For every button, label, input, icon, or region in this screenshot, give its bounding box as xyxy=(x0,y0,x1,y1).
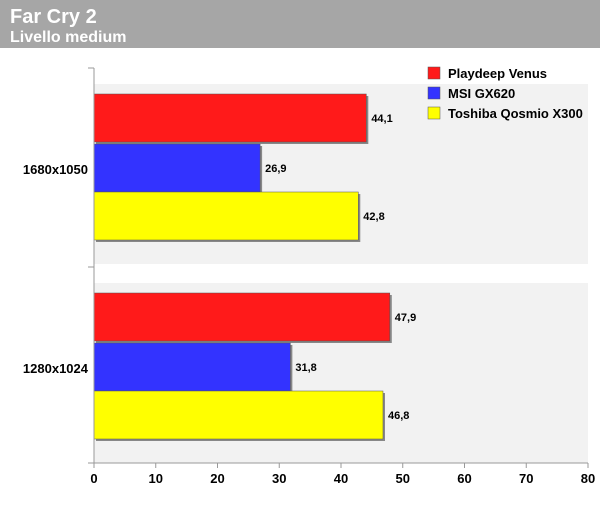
legend-label: Playdeep Venus xyxy=(448,66,547,81)
value-labels: 44,1 26,9 42,8 47,9 31,8 46,8 xyxy=(265,113,416,422)
bar xyxy=(93,342,291,392)
bar-series xyxy=(93,93,392,441)
bar xyxy=(93,93,367,143)
x-tick-label: 70 xyxy=(519,471,533,486)
legend-swatch xyxy=(427,106,441,120)
legend-label: Toshiba Qosmio X300 xyxy=(448,106,583,121)
data-label: 31,8 xyxy=(295,362,316,374)
x-tick-label: 0 xyxy=(90,471,97,486)
chart-axes: 1680x1050 1280x1024 0 10 20 30 40 50 60 70 80 xyxy=(23,67,595,486)
bar xyxy=(93,390,384,440)
data-label: 44,1 xyxy=(371,113,392,125)
data-label: 26,9 xyxy=(265,163,286,175)
bar xyxy=(93,191,359,241)
chart-legend: Playdeep Venus MSI GX620 Toshiba Qosmio X3… xyxy=(427,66,583,121)
category-label: 1680x1050 xyxy=(23,162,88,177)
data-label: 42,8 xyxy=(363,211,384,223)
x-tick-label: 40 xyxy=(334,471,348,486)
x-tick-label: 80 xyxy=(581,471,595,486)
x-tick-label: 60 xyxy=(457,471,471,486)
legend-label: MSI GX620 xyxy=(448,86,515,101)
x-tick-label: 10 xyxy=(149,471,163,486)
data-label: 46,8 xyxy=(388,410,409,422)
category-label: 1280x1024 xyxy=(23,361,89,376)
x-tick-label: 50 xyxy=(396,471,410,486)
chart-header xyxy=(0,0,600,48)
bar xyxy=(93,143,261,193)
chart-title: Far Cry 2 xyxy=(10,6,97,28)
x-tick-label: 20 xyxy=(210,471,224,486)
chart-subtitle: Livello medium xyxy=(10,29,126,46)
data-label: 47,9 xyxy=(395,312,416,324)
bar xyxy=(93,292,391,342)
legend-swatch xyxy=(427,86,441,100)
legend-swatch xyxy=(427,66,441,80)
x-tick-label: 30 xyxy=(272,471,286,486)
